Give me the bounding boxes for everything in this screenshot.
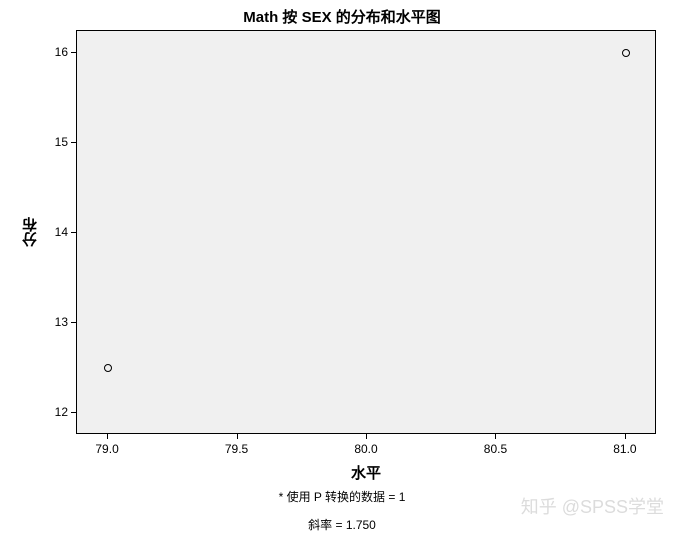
y-tick-mark bbox=[71, 232, 76, 233]
y-tick-label: 16 bbox=[55, 45, 68, 59]
y-tick-label: 15 bbox=[55, 135, 68, 149]
y-tick-label: 12 bbox=[55, 405, 68, 419]
chart-container: Math 按 SEX 的分布和水平图 分布 水平 * 使用 P 转换的数据 = … bbox=[0, 0, 684, 549]
x-tick-mark bbox=[366, 434, 367, 439]
footnote-slope: 斜率 = 1.750 bbox=[0, 516, 684, 533]
x-tick-label: 79.0 bbox=[95, 442, 118, 456]
data-point bbox=[622, 49, 630, 57]
data-point bbox=[104, 364, 112, 372]
x-tick-label: 80.5 bbox=[484, 442, 507, 456]
y-axis-label: 分布 bbox=[20, 217, 41, 247]
x-axis-label: 水平 bbox=[351, 462, 381, 483]
plot-area bbox=[76, 30, 656, 434]
x-tick-label: 79.5 bbox=[225, 442, 248, 456]
x-tick-label: 80.0 bbox=[354, 442, 377, 456]
y-tick-mark bbox=[71, 412, 76, 413]
plot-background bbox=[77, 31, 655, 433]
y-tick-mark bbox=[71, 142, 76, 143]
x-tick-mark bbox=[107, 434, 108, 439]
x-tick-label: 81.0 bbox=[613, 442, 636, 456]
footnote-transform: * 使用 P 转换的数据 = 1 bbox=[0, 488, 684, 505]
x-tick-mark bbox=[237, 434, 238, 439]
y-tick-label: 13 bbox=[55, 315, 68, 329]
chart-title: Math 按 SEX 的分布和水平图 bbox=[0, 6, 684, 27]
y-tick-mark bbox=[71, 322, 76, 323]
y-tick-label: 14 bbox=[55, 225, 68, 239]
x-tick-mark bbox=[495, 434, 496, 439]
y-tick-mark bbox=[71, 52, 76, 53]
x-tick-mark bbox=[625, 434, 626, 439]
